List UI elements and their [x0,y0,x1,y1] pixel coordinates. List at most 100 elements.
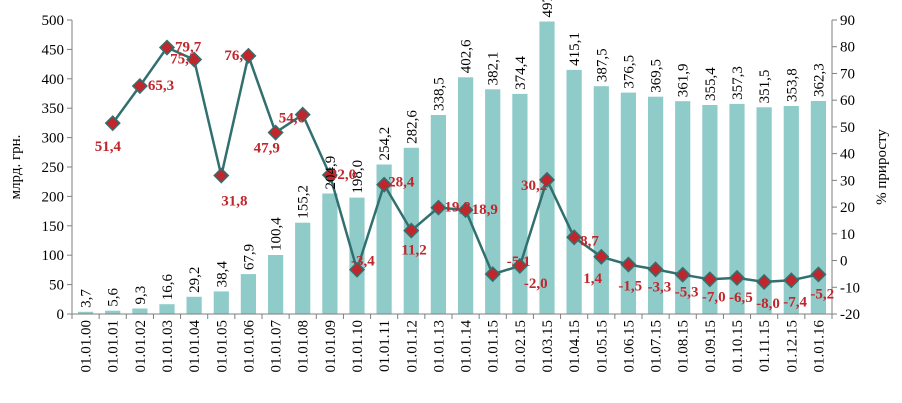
line-value-label: -7,4 [783,294,807,310]
bar-value-label: 198,0 [350,160,366,194]
line-marker [240,47,257,64]
line-value-label: -5,3 [675,285,699,301]
line-marker [647,261,664,278]
y-left-tick-label: 100 [42,248,65,264]
bar [783,106,799,314]
bar-value-label: 415,1 [567,32,583,66]
line-marker [593,248,610,265]
bar [756,107,772,314]
bar-value-label: 355,4 [703,67,719,101]
line-marker [810,266,827,283]
y-left-tick-label: 350 [42,101,65,117]
x-tick-label: 01.09.15 [703,320,719,373]
line-marker [566,229,583,246]
line-marker [756,273,773,290]
bar [512,93,528,315]
x-tick-label: 01.01.14 [459,319,475,372]
bar-value-label: 369,5 [649,59,665,93]
bar [648,96,664,314]
bar [376,164,392,314]
line-series [104,39,827,290]
bar-value-label: 29,2 [187,267,203,293]
y-right-tick-label: 30 [840,173,855,189]
bar-value-label: 402,6 [459,39,475,73]
line-marker [620,256,637,273]
y-right-tick-label: 0 [840,254,848,270]
x-tick-label: 01.03.15 [540,320,556,373]
y-right-tick-label: -10 [840,280,860,296]
bar [268,255,284,314]
bar-value-label: 155,2 [296,185,312,219]
bar-value-label: 351,5 [757,70,773,104]
x-tick-label: 01.07.15 [649,320,665,373]
bar [105,310,121,314]
bar-value-label: 3,7 [79,289,95,308]
x-tick-label: 01.01.03 [160,320,176,373]
line-value-label: -6,5 [729,290,753,306]
line-marker [674,266,691,283]
y-right-tick-label: 20 [840,200,855,216]
bar [539,21,555,314]
bar [485,89,501,314]
bar-value-label: 5,6 [106,287,122,306]
bar [566,69,582,315]
bar [132,308,148,314]
line-value-label: 18,9 [472,202,498,218]
y-right-tick-label: 10 [840,227,855,243]
line-marker [186,51,203,68]
bar-value-label: 16,6 [160,273,176,300]
line-marker [701,271,718,288]
bar-value-label: 204,9 [323,156,339,190]
y-axis-right-title: % приросту [874,129,890,205]
line-marker [213,167,230,184]
bar-value-label: 387,5 [594,48,610,82]
x-tick-label: 01.01.16 [811,320,827,373]
bar-value-label: 338,5 [431,77,447,111]
y-right-tick-label: 40 [840,147,855,163]
y-left-tick-label: 150 [42,219,65,235]
bar [186,296,202,314]
x-tick-label: 01.01.01 [106,320,122,373]
x-tick-label: 01.01.11 [377,320,393,372]
data-labels: 3,7 5,6 9,3 16,6 29,2 38,4 67,9 100,4 155,2 204,9… [79,0,835,312]
y-right-tick-label: -20 [840,307,860,323]
line-value-label: 65,3 [148,78,174,94]
bar [213,291,229,314]
x-tick-label: 01.01.04 [187,320,203,373]
x-tick-label: 01.01.02 [133,320,149,373]
bar-value-label: 374,4 [513,56,529,90]
x-tick-label: 01.02.15 [513,320,529,373]
bar-series [78,21,826,315]
line-marker [294,106,311,123]
x-tick-label: 01.12.15 [784,320,800,373]
line-value-label: 54,6 [279,111,306,127]
bar [78,311,94,314]
bar-value-label: 361,9 [676,63,692,97]
line-value-label: 28,4 [388,175,415,191]
y-right-tick-label: 90 [840,13,855,29]
bar [702,105,718,314]
bar-value-label: 362,3 [811,63,827,97]
line-value-label: -1,5 [618,279,642,295]
bar [729,103,745,315]
x-tick-label: 01.10.15 [730,320,746,373]
bar [240,274,256,314]
bar [159,304,175,314]
y-left-tick-label: 450 [42,42,65,58]
bar-value-label: 497,5 [540,0,556,17]
y-axis-left-title: млрд. грн. [8,135,24,200]
y-right-tick-label: 70 [840,66,855,82]
line-marker [403,222,420,239]
y-left-tick-label: 200 [42,189,65,205]
x-tick-label: 01.06.15 [621,320,637,373]
y-right-tick-label: 80 [840,40,855,56]
bar [620,92,636,314]
y-left-tick-label: 500 [42,13,65,29]
bar [322,193,338,314]
y-left-tick-label: 300 [42,131,65,147]
line-value-label: -8,0 [756,296,780,312]
line-value-label: -5,2 [810,286,834,302]
x-tick-label: 01.11.15 [757,320,773,372]
bar-value-label: 100,4 [269,217,285,251]
line-value-label: 76,6 [224,48,251,64]
